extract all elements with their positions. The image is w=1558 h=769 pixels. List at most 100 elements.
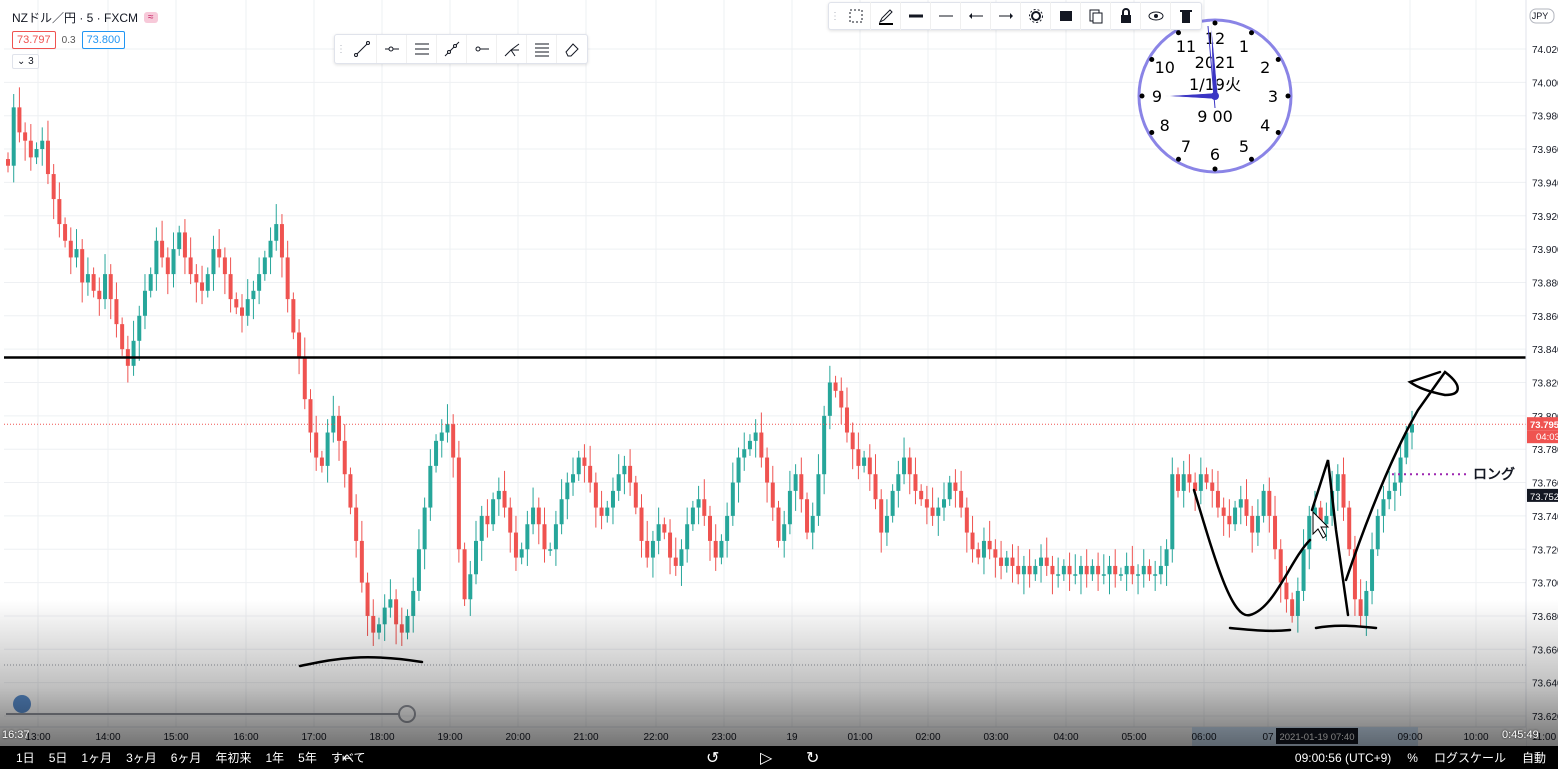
range-button[interactable]: すべて — [330, 751, 366, 765]
range-button[interactable]: 5日 — [48, 751, 68, 765]
forward-icon[interactable]: ↻ — [806, 750, 820, 767]
extended-line-button[interactable] — [437, 35, 467, 63]
percent-toggle[interactable]: % — [1407, 750, 1418, 765]
indicator-collapse-button[interactable]: ⌄ 3 — [12, 54, 39, 69]
price-tick-label: 73.680 — [1532, 612, 1558, 623]
candle-body — [479, 515, 484, 541]
horizontal-ray-button[interactable] — [377, 35, 407, 63]
cloud-icon[interactable] — [13, 695, 31, 713]
lock-button[interactable] — [1111, 2, 1141, 30]
pitchfork-button[interactable] — [497, 35, 527, 63]
range-button[interactable]: 1ヶ月 — [81, 751, 113, 765]
candle-body — [1215, 490, 1220, 508]
line-weight-button[interactable] — [901, 2, 931, 30]
candle-body — [1067, 565, 1072, 575]
parallel-channel-button[interactable] — [407, 35, 437, 63]
fill-button[interactable] — [1051, 2, 1081, 30]
candle-body — [462, 549, 467, 600]
eye-button[interactable] — [1141, 2, 1171, 30]
candle-body — [1204, 474, 1209, 483]
drag-grip-icon[interactable]: ⋮ — [830, 10, 840, 22]
candle-body — [776, 507, 781, 541]
gear-icon — [1028, 9, 1043, 23]
candle-body — [1033, 565, 1038, 575]
eraser-button[interactable] — [557, 35, 587, 63]
candle-body — [1056, 574, 1061, 576]
pen-stroke[interactable] — [1344, 370, 1459, 582]
trash-button[interactable] — [1171, 2, 1201, 30]
clock-number: 10 — [1155, 58, 1175, 77]
candle-body — [194, 274, 199, 283]
candle-body — [787, 490, 792, 525]
range-button[interactable]: 年初来 — [215, 751, 252, 765]
time-tick-label: 05:00 — [1121, 732, 1146, 743]
candle-body — [108, 274, 113, 300]
auto-scale-toggle[interactable]: 自動 — [1521, 751, 1546, 765]
bottom-right-controls: 09:00:56 (UTC+9) % ログスケール 自動 — [1295, 749, 1546, 766]
range-button[interactable]: 6ヶ月 — [170, 751, 202, 765]
range-button[interactable]: 3ヶ月 — [126, 751, 157, 765]
candle-body — [1295, 590, 1300, 616]
range-button[interactable]: 1年 — [265, 751, 285, 765]
candle-body — [394, 599, 399, 625]
candle-body — [182, 232, 187, 258]
candle-body — [782, 524, 787, 541]
line-end-button[interactable] — [991, 2, 1021, 30]
pencil-button[interactable] — [871, 2, 901, 30]
video-remaining: 0:45:49 — [1502, 729, 1539, 741]
candle-body — [376, 624, 381, 633]
scroll-handle[interactable] — [398, 705, 416, 723]
time-tick-label: 19 — [786, 732, 798, 743]
rewind-icon[interactable]: ↺ — [706, 750, 720, 767]
candle-body — [747, 440, 752, 450]
range-button[interactable]: 1日 — [16, 751, 35, 765]
trend-line-button[interactable] — [347, 35, 377, 63]
ask-price[interactable]: 73.800 — [81, 31, 126, 49]
time-zone-clock[interactable]: 09:00:56 (UTC+9) — [1294, 750, 1392, 765]
price-chart[interactable]: ロング JPY 74.020 74.000 73.980 73.960 73.940 73.9… — [0, 0, 1558, 746]
line-style-button[interactable] — [931, 2, 961, 30]
candle-body — [1078, 565, 1083, 575]
price-tick-label: 73.720 — [1532, 545, 1558, 556]
candle-body — [1136, 574, 1141, 576]
copy-button[interactable] — [1081, 2, 1111, 30]
candle-body — [348, 474, 353, 508]
candle-body — [491, 499, 496, 525]
candle-body — [1284, 582, 1289, 600]
candle-body — [668, 532, 673, 558]
price-tick-label: 73.920 — [1532, 212, 1558, 223]
bid-price[interactable]: 73.797 — [12, 31, 56, 49]
gear-button[interactable] — [1021, 2, 1051, 30]
pen-stroke[interactable] — [1314, 624, 1378, 630]
pen-stroke[interactable] — [1310, 459, 1350, 617]
clock-number: 11 — [1176, 37, 1196, 56]
line-start-button[interactable] — [961, 2, 991, 30]
drag-grip-icon[interactable]: ⋮ — [336, 43, 346, 55]
candle-body — [285, 257, 290, 300]
trash-icon — [1180, 10, 1192, 23]
clock-tick — [1285, 93, 1291, 99]
candle-body — [171, 249, 176, 275]
range-button[interactable]: 5年 — [298, 751, 317, 765]
goto-date-icon[interactable]: ⇤ — [342, 750, 353, 765]
candle-body — [354, 507, 359, 541]
pencil-icon — [878, 9, 893, 25]
select-rect-button[interactable] — [841, 2, 871, 30]
price-tick-label: 73.780 — [1532, 445, 1558, 456]
currency-pill[interactable] — [1529, 8, 1555, 24]
time-tick-label: 14:00 — [95, 732, 120, 743]
ray-button[interactable] — [467, 35, 497, 63]
price-tick-label: 73.940 — [1532, 178, 1558, 189]
log-scale-toggle[interactable]: ログスケール — [1433, 751, 1506, 765]
candle-body — [827, 382, 832, 416]
candle-body — [559, 499, 564, 525]
fib-button[interactable] — [527, 35, 557, 63]
pen-stroke[interactable] — [1228, 626, 1292, 633]
wave-icon[interactable]: ≈ — [144, 12, 158, 23]
symbol-legend[interactable]: NZドル／円 · 5 · FXCM ≈ — [12, 9, 158, 26]
candle-body — [85, 274, 90, 283]
candle-body — [1107, 565, 1112, 575]
play-icon[interactable]: ▷ — [760, 750, 773, 767]
candle-body — [536, 507, 541, 525]
